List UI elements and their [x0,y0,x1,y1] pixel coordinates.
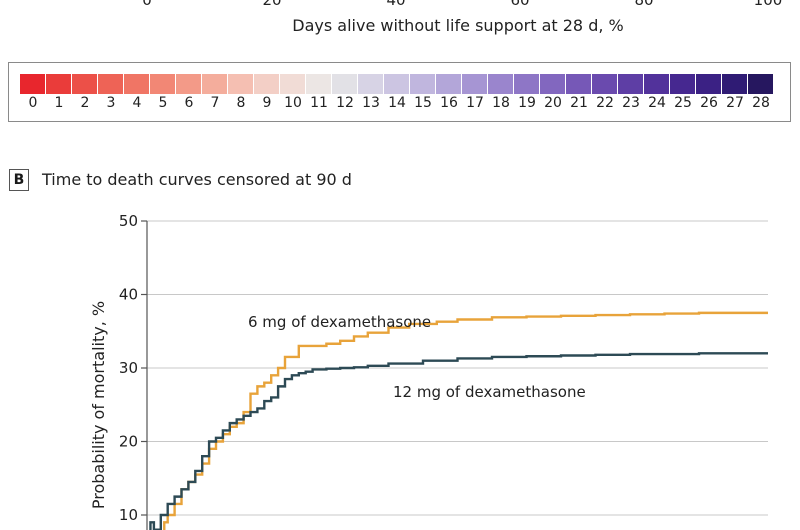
legend-swatch [254,74,280,94]
legend-label: 24 [648,95,666,111]
legend-label: 2 [80,95,90,111]
legend-swatch [748,74,774,94]
legend-label: 9 [262,95,272,111]
legend-swatch [332,74,358,94]
legend-swatch [670,74,696,94]
legend-label-row: 0 1 2 3 4 5 6 7 8 9 10 11 12 13 14 15 16 17 18 19 20 21 22 23 24… [20,95,774,111]
y-tick-label: 10 [119,506,138,524]
legend-swatch [410,74,436,94]
legend-label: 19 [518,95,536,111]
legend-label: 7 [210,95,220,111]
series-label-12mg: 12 mg of dexamethasone [393,383,586,401]
legend-swatch [72,74,98,94]
panel-a-x-axis-label: Days alive without life support at 28 d,… [292,16,624,35]
legend-swatch [98,74,124,94]
series-line-12mg [149,352,768,530]
legend-label: 18 [492,95,510,111]
legend-label: 25 [674,95,692,111]
legend-swatch [592,74,618,94]
legend-label: 16 [440,95,458,111]
legend-label: 22 [596,95,614,111]
legend-label: 8 [236,95,246,111]
legend-label: 17 [466,95,484,111]
series-line-6mg [159,311,768,530]
legend-swatch [228,74,254,94]
legend-label: 1 [54,95,64,111]
legend-swatch [306,74,332,94]
legend-swatch [202,74,228,94]
legend-swatch [514,74,540,94]
legend-label: 6 [184,95,194,111]
legend-label: 15 [414,95,432,111]
y-tick-label: 30 [119,359,138,377]
legend-label: 3 [106,95,116,111]
legend-swatch [566,74,592,94]
chart-series [149,311,768,530]
y-tick-label: 40 [119,286,138,304]
panel-b-tag: B [9,169,29,191]
legend-swatch [488,74,514,94]
legend-swatch [644,74,670,94]
legend-label: 11 [310,95,328,111]
panel-a-x-ticks: 0 20 40 60 80 100 [0,0,800,9]
legend-label: 14 [388,95,406,111]
legend-label: 23 [622,95,640,111]
legend-swatch [358,74,384,94]
legend-swatch [124,74,150,94]
legend-label: 5 [158,95,168,111]
legend-label: 20 [544,95,562,111]
legend-label: 21 [570,95,588,111]
legend-label: 12 [336,95,354,111]
legend-swatch [280,74,306,94]
legend-label: 26 [700,95,718,111]
legend-label: 10 [284,95,302,111]
legend-swatch-row [20,74,774,94]
panel-a-x-tick: 40 [386,0,406,9]
legend-swatch [150,74,176,94]
legend-swatch [540,74,566,94]
legend-swatch [696,74,722,94]
y-axis: 10 20 30 40 50 [119,212,148,530]
days-color-legend: 0 1 2 3 4 5 6 7 8 9 10 11 12 13 14 15 16 17 18 19 20 21 22 23 24… [8,62,791,122]
legend-swatch [176,74,202,94]
legend-swatch [462,74,488,94]
legend-swatch [46,74,72,94]
legend-label: 13 [362,95,380,111]
legend-label: 27 [726,95,744,111]
legend-label: 4 [132,95,142,111]
legend-swatch [384,74,410,94]
y-axis-label: Probability of mortality, % [89,301,108,509]
panel-a-x-tick: 20 [262,0,282,9]
series-label-6mg: 6 mg of dexamethasone [248,313,431,331]
panel-a-x-tick: 0 [142,0,152,9]
legend-label: 28 [752,95,770,111]
panel-a-x-tick: 100 [753,0,783,9]
legend-swatch [20,74,46,94]
legend-swatch [436,74,462,94]
legend-label: 0 [28,95,38,111]
panel-a-x-tick: 60 [510,0,530,9]
y-tick-label: 20 [119,433,138,451]
legend-swatch [722,74,748,94]
chart-gridlines [147,220,768,516]
legend-swatch [618,74,644,94]
panel-a-x-tick: 80 [634,0,654,9]
y-tick-label: 50 [119,212,138,230]
panel-b-title: Time to death curves censored at 90 d [42,170,352,189]
